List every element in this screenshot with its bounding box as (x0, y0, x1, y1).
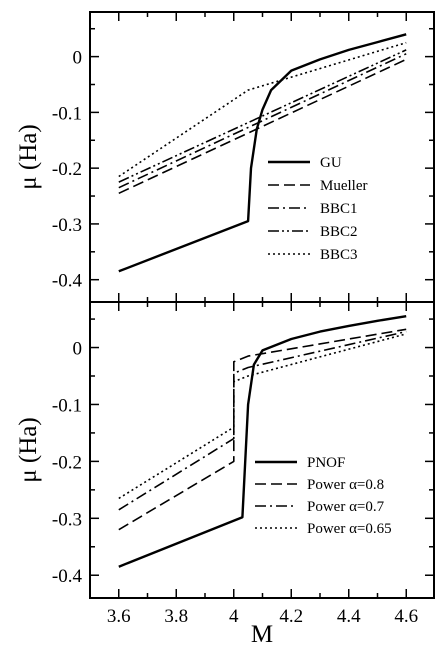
x-tick-label: 4 (229, 606, 239, 627)
legend-label: Power α=0.7 (307, 499, 385, 515)
y-tick-label: -0.1 (52, 395, 82, 416)
series-line (119, 50, 406, 182)
y-tick-label: -0.2 (52, 159, 82, 180)
legend-label: GU (320, 155, 342, 171)
legend-label: BBC1 (320, 201, 358, 217)
series-line (119, 54, 406, 188)
y-tick-label: 0 (73, 339, 83, 360)
legend-label: BBC2 (320, 224, 358, 240)
plot-frame (90, 302, 434, 598)
x-tick-label: 3.8 (164, 606, 188, 627)
legend: GU Mueller BBC1 BBC2 BBC3 (268, 155, 367, 263)
top-panel: 0 -0.1 -0.2 -0.3 -0.4 μ (Ha) GU Mueller BBC1 BBC2… (15, 12, 435, 302)
series-line (119, 334, 406, 499)
series-line (119, 59, 406, 193)
y-axis-label: μ (Ha) (15, 124, 42, 189)
y-tick-label: -0.4 (52, 271, 83, 292)
y-tick-label: -0.4 (52, 566, 83, 587)
legend-label: Power α=0.8 (307, 477, 384, 493)
x-axis-label: M (251, 621, 273, 648)
legend-label: Power α=0.65 (307, 521, 392, 537)
y-tick-label: 0 (73, 48, 83, 69)
y-tick-label: -0.2 (52, 452, 82, 473)
legend: PNOF Power α=0.8 Power α=0.7 Power α=0.65 (255, 455, 392, 537)
y-axis-label: μ (Ha) (15, 417, 42, 482)
plot-frame (90, 12, 434, 302)
x-tick-label: 4.6 (394, 606, 418, 627)
y-tick-label: -0.1 (52, 103, 82, 124)
bottom-panel: 3.6 3.8 4 4.2 4.4 4.6 0 -0.1 -0.2 -0.3 -0.4 μ (Ha) P… (15, 302, 435, 627)
legend-label: Mueller (320, 178, 367, 194)
x-tick-label: 3.6 (107, 606, 131, 627)
x-tick-label: 4.4 (337, 606, 361, 627)
legend-label: PNOF (307, 455, 345, 471)
y-tick-label: -0.3 (52, 215, 82, 236)
y-tick-label: -0.3 (52, 509, 82, 530)
legend-label: BBC3 (320, 247, 358, 263)
x-tick-label: 4.2 (279, 606, 303, 627)
